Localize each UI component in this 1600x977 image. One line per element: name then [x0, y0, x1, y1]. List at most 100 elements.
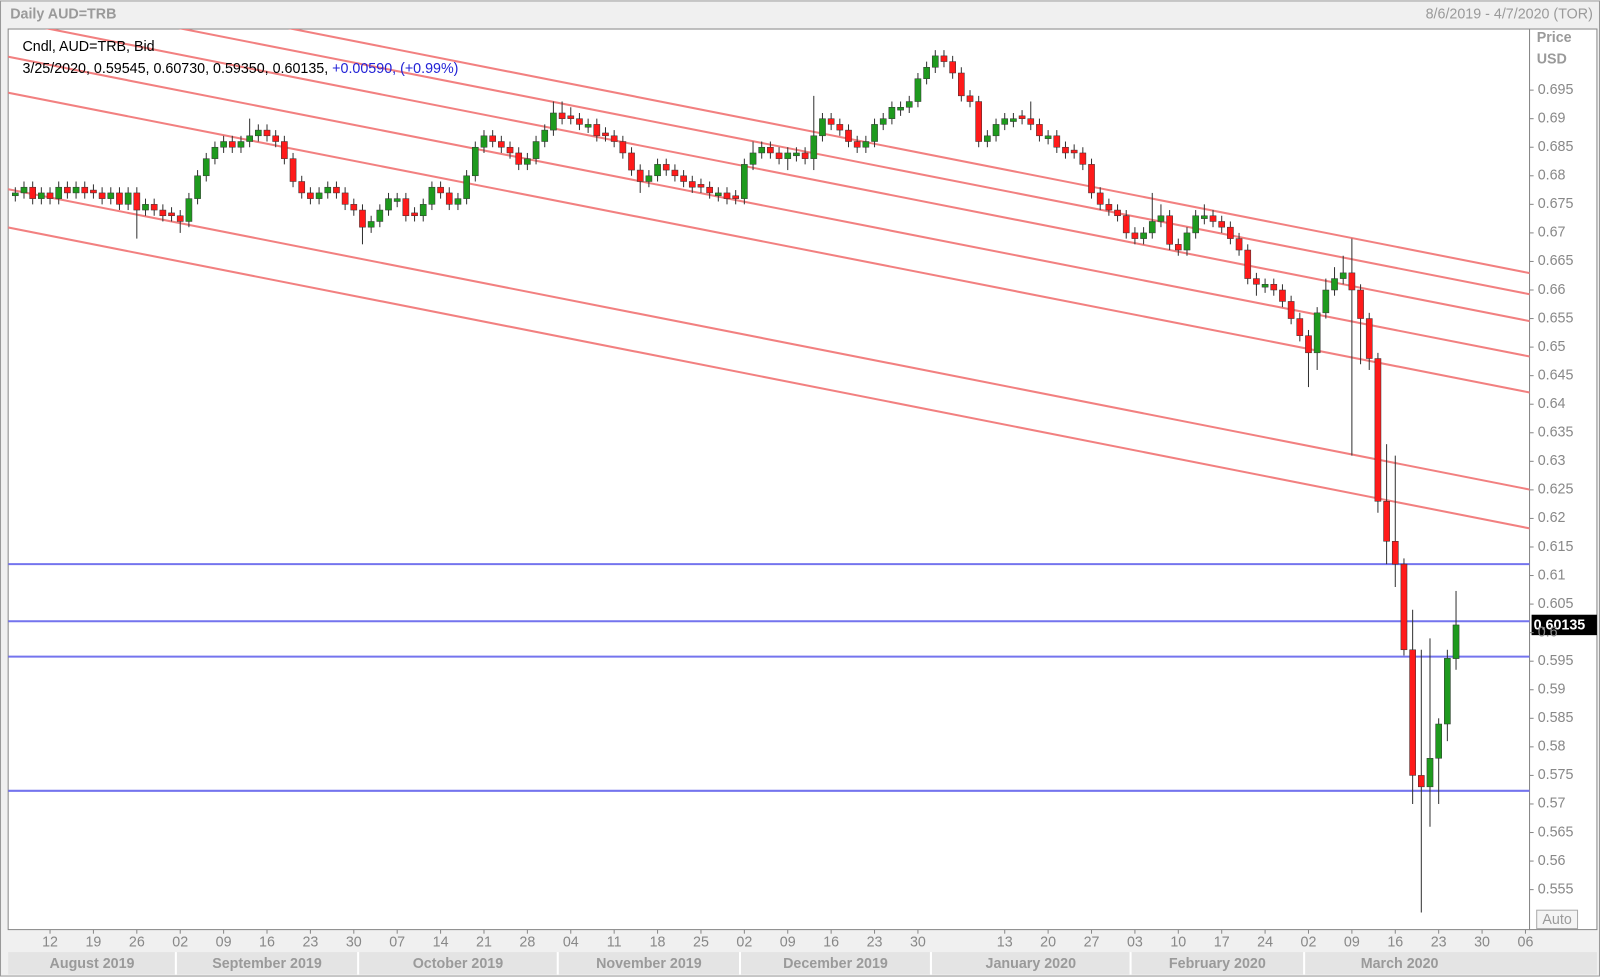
candle-body	[385, 198, 392, 211]
candle-body	[1391, 541, 1399, 565]
candle-body	[307, 192, 314, 199]
x-tick-label: 24	[1257, 935, 1273, 951]
month-label: August 2019	[50, 956, 135, 972]
x-tick-label: 16	[823, 935, 839, 951]
candle-body	[645, 175, 653, 182]
x-tick-label: 02	[1301, 935, 1317, 951]
x-tick-label: 02	[736, 935, 752, 951]
legend-change: +0.00590, (+0.99%)	[332, 61, 458, 77]
candle-body	[524, 158, 531, 165]
candle-body	[1305, 335, 1312, 354]
auto-scale-label[interactable]: Auto	[1542, 912, 1571, 928]
x-tick-label: 30	[1474, 935, 1490, 951]
y-tick-label: 0.64	[1538, 396, 1566, 412]
x-tick-label: 17	[1214, 935, 1230, 951]
candle-body	[411, 212, 418, 217]
plot-area	[7, 28, 1531, 931]
candle-body	[1348, 272, 1356, 291]
candle-body	[428, 186, 436, 205]
x-tick-label: 25	[693, 935, 709, 951]
x-tick-label: 23	[302, 935, 318, 951]
candle-body	[480, 135, 488, 148]
candle-body	[897, 107, 904, 111]
candle-body	[550, 112, 557, 131]
candle-body	[315, 192, 323, 199]
y-tick-label: 0.56	[1538, 853, 1566, 869]
x-tick-label: 18	[650, 935, 666, 951]
x-tick-label: 23	[1431, 935, 1447, 951]
x-tick-label: 09	[216, 935, 232, 951]
candle-body	[853, 141, 861, 148]
candle-body	[489, 135, 496, 142]
candle-body	[1140, 232, 1147, 239]
candle-body	[532, 141, 540, 159]
x-tick-label: 28	[519, 935, 535, 951]
candle-body	[237, 141, 245, 148]
candle-body	[697, 184, 705, 188]
candle-body	[628, 152, 635, 171]
candle-body	[680, 175, 687, 182]
candle-body	[359, 209, 366, 228]
y-tick-label: 0.555	[1538, 881, 1574, 897]
candle-body	[1192, 215, 1199, 234]
candle-body	[72, 186, 80, 194]
candle-body	[1114, 209, 1121, 217]
candle-body	[419, 204, 427, 217]
candle-body	[732, 195, 739, 199]
candle-body	[124, 192, 132, 205]
candle-body	[723, 192, 731, 199]
x-tick-label: 03	[1127, 935, 1143, 951]
candle-body	[567, 115, 575, 119]
candle-body	[1227, 226, 1234, 239]
candle-body	[992, 124, 1000, 137]
candle-body	[931, 55, 939, 68]
candle-body	[975, 101, 983, 142]
candle-body	[289, 158, 297, 182]
candle-body	[654, 164, 661, 177]
overlay: 0.60135	[1531, 614, 1597, 636]
candle-body	[463, 175, 470, 199]
x-tick-label: 23	[867, 935, 883, 951]
candle-body	[1400, 563, 1408, 651]
candle-body	[584, 124, 592, 128]
candle-body	[11, 192, 19, 197]
candle-body	[576, 118, 583, 125]
candle-body	[714, 192, 722, 197]
candle-body	[90, 189, 97, 194]
y-tick-label: 0.655	[1538, 310, 1574, 326]
candle-body	[298, 181, 306, 194]
x-tick-label: 19	[85, 935, 101, 951]
y-tick-label: 0.605	[1538, 596, 1574, 612]
price-axis-panel	[1529, 28, 1598, 931]
candle-body	[593, 124, 601, 137]
candle-body	[81, 186, 89, 194]
auto-scale-button[interactable]	[1536, 909, 1579, 930]
x-tick-label: 12	[42, 935, 58, 951]
candle-body	[116, 192, 123, 205]
y-axis-label: Price	[1537, 30, 1572, 46]
candle-body	[767, 146, 774, 154]
candle-body	[793, 152, 800, 157]
candle-body	[1062, 146, 1069, 154]
x-tick-label: 11	[607, 935, 622, 951]
month-label: October 2019	[413, 956, 504, 972]
x-tick-label: 20	[1040, 935, 1056, 951]
month-bar	[8, 952, 1597, 975]
x-tick-label: 06	[1518, 935, 1534, 951]
candle-body	[1148, 221, 1156, 234]
y-tick-label: 0.565	[1538, 824, 1574, 840]
x-tick-label: 30	[910, 935, 926, 951]
candle-body	[1374, 358, 1382, 502]
candle-body	[610, 135, 618, 142]
y-axis-unit: USD	[1537, 51, 1567, 67]
y-tick-label: 0.675	[1538, 196, 1574, 212]
candle-body	[498, 141, 505, 148]
candle-body	[194, 175, 201, 199]
candle-body	[20, 186, 28, 194]
candle-body	[914, 78, 922, 102]
candle-body	[1365, 318, 1373, 359]
y-tick-label: 0.695	[1538, 82, 1574, 98]
candle-body	[1157, 215, 1165, 222]
